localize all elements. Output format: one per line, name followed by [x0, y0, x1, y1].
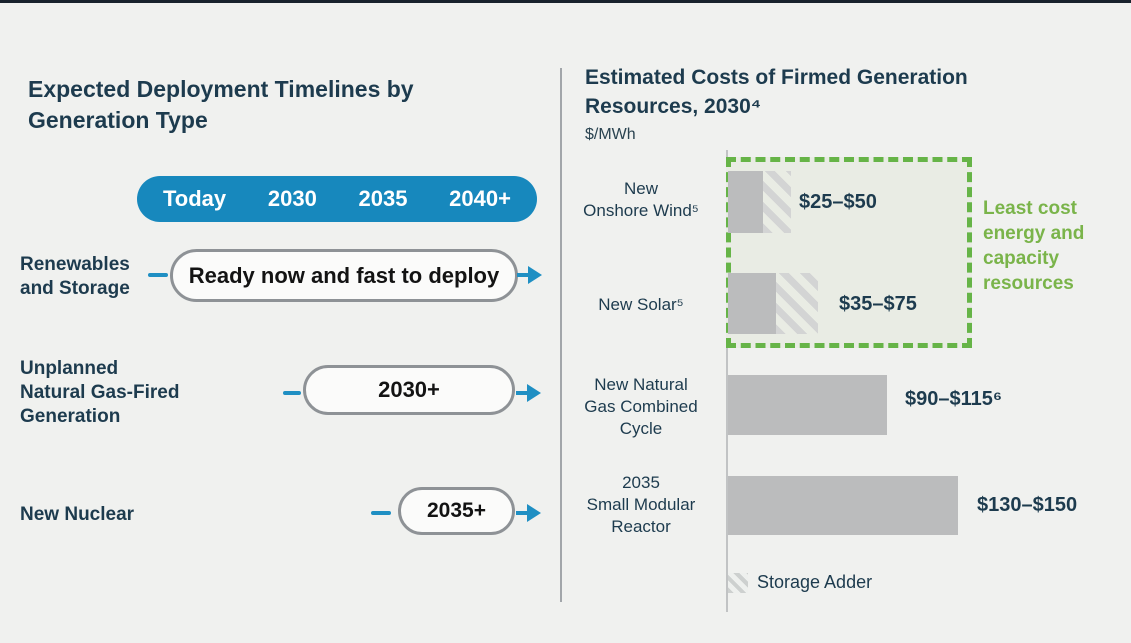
- legend-label: Storage Adder: [757, 572, 873, 592]
- value-label-gas-combined-cycle: $90–$115⁶: [905, 388, 1003, 410]
- value-label-small-modular-reactor: $130–$150: [977, 494, 1078, 516]
- value-label-onshore-wind: $25–$50: [799, 191, 877, 213]
- timeline-label-2040: 2040+: [449, 186, 511, 211]
- bar-base-segment: [728, 476, 958, 535]
- category-label-small-modular-reactor: 2035 Small Modular Reactor: [586, 473, 696, 536]
- connector-line: [371, 511, 391, 515]
- category-label-gas-combined-cycle: New Natural Gas Combined Cycle: [584, 375, 698, 438]
- timeline-pill-renewables: Ready now and fast to deploy: [170, 249, 518, 302]
- connector-line: [283, 391, 301, 395]
- top-edge-bar: [0, 0, 1131, 3]
- arrow-right-icon: [516, 384, 541, 402]
- row-label-new-nuclear: New Nuclear: [20, 504, 135, 525]
- panel-divider: [560, 68, 562, 602]
- bar-storage-adder-segment: [763, 171, 791, 233]
- timeline-label-today: Today: [163, 186, 227, 211]
- timeline-label-2030: 2030: [267, 186, 317, 211]
- arrow-right-icon: [516, 504, 541, 522]
- bar-small-modular-reactor: [728, 476, 958, 535]
- timeline-pill-natural-gas: 2030+: [303, 365, 515, 415]
- bar-base-segment: [728, 375, 887, 435]
- row-label-natural-gas: Unplanned Natural Gas-Fired Generation: [20, 358, 180, 427]
- right-panel-title: Estimated Costs of Firmed Generation Res…: [585, 66, 968, 118]
- timeline-header-pill: Today 2030 2035 2040+: [137, 176, 537, 222]
- value-label-solar: $35–$75: [839, 293, 917, 315]
- left-panel-title: Expected Deployment Timelines by Generat…: [28, 76, 414, 133]
- chart-legend: Storage Adder: [728, 572, 872, 593]
- bar-gas-combined-cycle: [728, 375, 887, 435]
- chart-unit-label: $/MWh: [585, 126, 636, 143]
- least-cost-annotation: Least cost energy and capacity resources: [983, 198, 1085, 294]
- bar-base-segment: [728, 171, 763, 233]
- chart-axis-line: [726, 150, 728, 612]
- timeline-label-2035: 2035: [358, 186, 408, 211]
- arrow-right-icon: [517, 266, 542, 284]
- storage-adder-hatch-icon: [728, 572, 748, 593]
- category-label-solar: New Solar⁵: [598, 295, 684, 314]
- category-label-onshore-wind: New Onshore Wind⁵: [583, 179, 699, 220]
- bar-solar: [728, 273, 818, 334]
- row-label-renewables-storage: Renewables and Storage: [20, 254, 130, 299]
- connector-line: [148, 273, 168, 277]
- bar-onshore-wind: [728, 171, 791, 233]
- bar-storage-adder-segment: [776, 273, 818, 334]
- bar-base-segment: [728, 273, 776, 334]
- timeline-pill-new-nuclear: 2035+: [398, 487, 515, 535]
